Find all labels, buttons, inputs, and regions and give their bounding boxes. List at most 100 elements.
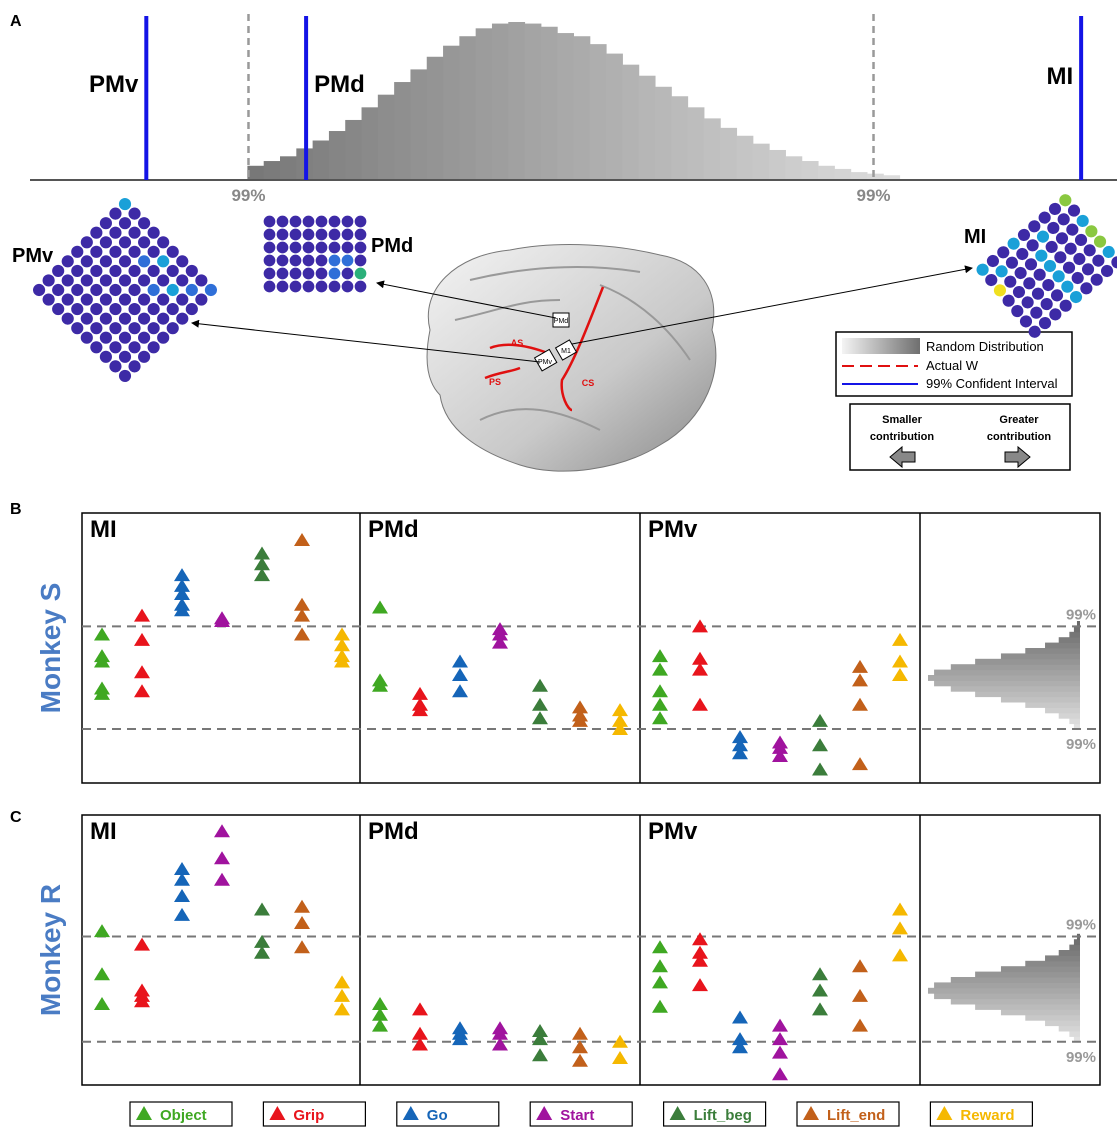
hist-bar xyxy=(818,166,835,180)
dist-bar xyxy=(1025,648,1080,654)
dist-bar xyxy=(1069,632,1080,638)
electrode xyxy=(316,255,328,267)
hist-bar xyxy=(525,24,542,180)
dist-bar xyxy=(951,999,1080,1005)
electrode xyxy=(342,216,354,228)
electrode xyxy=(264,255,276,267)
ci-label: 99% xyxy=(1066,736,1096,753)
hist-bar xyxy=(655,87,672,180)
electrode xyxy=(303,242,315,254)
electrode xyxy=(316,281,328,293)
dist-bar xyxy=(934,982,1080,988)
dist-bar xyxy=(1045,643,1080,649)
legend-text: Actual W xyxy=(926,358,979,373)
brain-label: AS xyxy=(511,338,524,348)
electrode xyxy=(342,268,354,280)
brain-label: PS xyxy=(489,377,501,387)
electrode xyxy=(290,229,302,241)
legend-label: Grip xyxy=(293,1107,324,1124)
line-label: PMv xyxy=(89,71,139,98)
legend-label: Go xyxy=(427,1107,448,1124)
electrode xyxy=(316,268,328,280)
dist-bar xyxy=(1069,1031,1080,1037)
electrode xyxy=(342,242,354,254)
electrode xyxy=(303,255,315,267)
dist-bar xyxy=(1001,966,1080,972)
dist-bar xyxy=(1045,707,1080,713)
electrode xyxy=(303,229,315,241)
ci-label: 99% xyxy=(1066,606,1096,623)
hist-bar xyxy=(541,27,558,180)
electrode xyxy=(264,268,276,280)
electrode xyxy=(277,216,289,228)
legend-label: Lift_beg xyxy=(694,1107,752,1124)
hist-bar xyxy=(443,46,460,180)
arrow-text: Smaller xyxy=(882,414,922,426)
hist-bar xyxy=(280,156,297,180)
dist-bar xyxy=(1074,939,1080,945)
ci-label: 99% xyxy=(1066,1049,1096,1066)
hist-bar xyxy=(753,144,770,180)
ci-label: 99% xyxy=(1066,917,1096,934)
hist-bar xyxy=(492,24,509,180)
hist-bar xyxy=(329,131,346,180)
hist-bar xyxy=(394,82,411,180)
panel-label: A xyxy=(10,13,22,30)
hist-bar xyxy=(410,69,427,180)
hist-bar xyxy=(834,169,851,180)
panel-label: B xyxy=(10,501,22,518)
hist-bar xyxy=(639,76,656,180)
row-label: Monkey R xyxy=(35,884,66,1016)
electrode xyxy=(264,229,276,241)
hist-bar xyxy=(737,136,754,180)
electrode xyxy=(342,229,354,241)
dist-bar xyxy=(975,972,1080,978)
electrode xyxy=(329,229,341,241)
electrode xyxy=(316,242,328,254)
hist-bar xyxy=(769,150,786,180)
area-title: MI xyxy=(90,818,117,845)
electrode xyxy=(316,216,328,228)
hist-bar xyxy=(459,36,476,180)
dist-bar xyxy=(1025,1015,1080,1021)
legend-text: Random Distribution xyxy=(926,339,1044,354)
electrode xyxy=(342,281,354,293)
brain-label: CS xyxy=(582,378,595,388)
arrow-text: contribution xyxy=(987,431,1051,443)
arrow-text: contribution xyxy=(870,431,934,443)
hist-bar xyxy=(851,172,868,180)
figure: A B C PMd M1 PMv AS PS CS PMv PMd MI Ran… xyxy=(0,0,1117,1128)
brain-label: M1 xyxy=(561,348,571,355)
electrode xyxy=(290,268,302,280)
hist-bar xyxy=(590,44,607,180)
dist-bar xyxy=(1001,697,1080,703)
hist-bar xyxy=(720,128,737,180)
hist-bar xyxy=(427,57,444,180)
electrode xyxy=(290,281,302,293)
hist-bar xyxy=(345,120,362,180)
electrode xyxy=(329,255,341,267)
area-title: PMd xyxy=(368,516,419,543)
dist-bar xyxy=(1001,1009,1080,1015)
dist-bar xyxy=(928,675,1080,681)
arrow-text: Greater xyxy=(999,414,1039,426)
electrode xyxy=(277,255,289,267)
electrode xyxy=(342,255,354,267)
electrode xyxy=(303,268,315,280)
dist-bar xyxy=(951,686,1080,692)
hist-bar xyxy=(574,36,591,180)
dist-bar xyxy=(1069,945,1080,951)
electrode xyxy=(355,255,367,267)
electrode xyxy=(303,281,315,293)
hist-bar xyxy=(378,95,395,180)
hist-bar xyxy=(476,28,493,180)
dist-bar xyxy=(934,993,1080,999)
hist-bar xyxy=(802,161,819,180)
dist-bar xyxy=(1069,718,1080,724)
hist-bar xyxy=(557,33,574,180)
dist-bar xyxy=(951,664,1080,670)
hist-bar xyxy=(508,22,525,180)
electrode xyxy=(264,216,276,228)
dist-bar xyxy=(934,680,1080,686)
ci-label: 99% xyxy=(231,186,265,205)
